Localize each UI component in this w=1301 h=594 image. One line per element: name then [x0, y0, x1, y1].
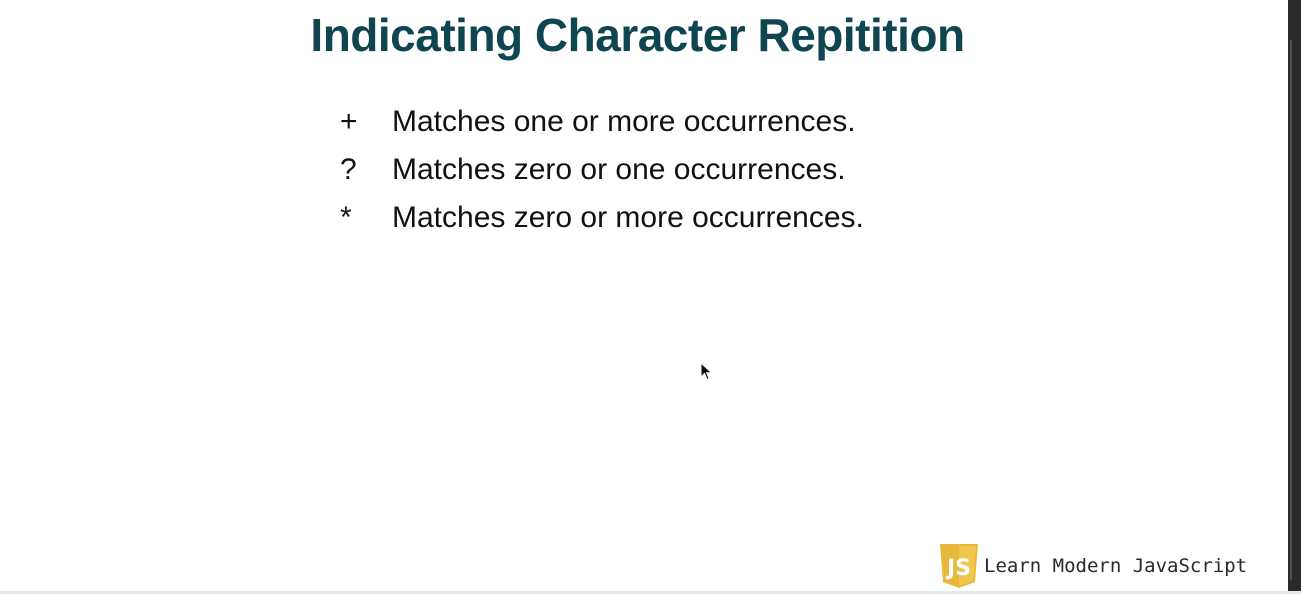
list-item: ? Matches zero or one occurrences. [336, 146, 864, 194]
repetition-list: + Matches one or more occurrences. ? Mat… [336, 98, 864, 242]
javascript-shield-icon: JS [940, 544, 978, 588]
right-edge-line [1290, 40, 1292, 580]
brand-text: Learn Modern JavaScript [984, 555, 1248, 577]
quantifier-symbol: ? [340, 153, 357, 186]
list-item: * Matches zero or more occurrences. [336, 194, 864, 242]
quantifier-description: Matches one or more occurrences. [392, 105, 856, 138]
mouse-pointer-icon [700, 362, 713, 381]
logo-text: JS [945, 556, 971, 581]
bottom-edge-bar [0, 591, 1301, 594]
quantifier-symbol: * [340, 201, 352, 234]
quantifier-description: Matches zero or one occurrences. [392, 153, 846, 186]
slide-title: Indicating Character Repitition [310, 9, 965, 61]
course-branding: JS Learn Modern JavaScript [938, 542, 1247, 590]
quantifier-description: Matches zero or more occurrences. [392, 201, 864, 234]
right-edge-bar [1288, 0, 1301, 594]
quantifier-symbol: + [340, 105, 358, 138]
list-item: + Matches one or more occurrences. [336, 98, 864, 146]
